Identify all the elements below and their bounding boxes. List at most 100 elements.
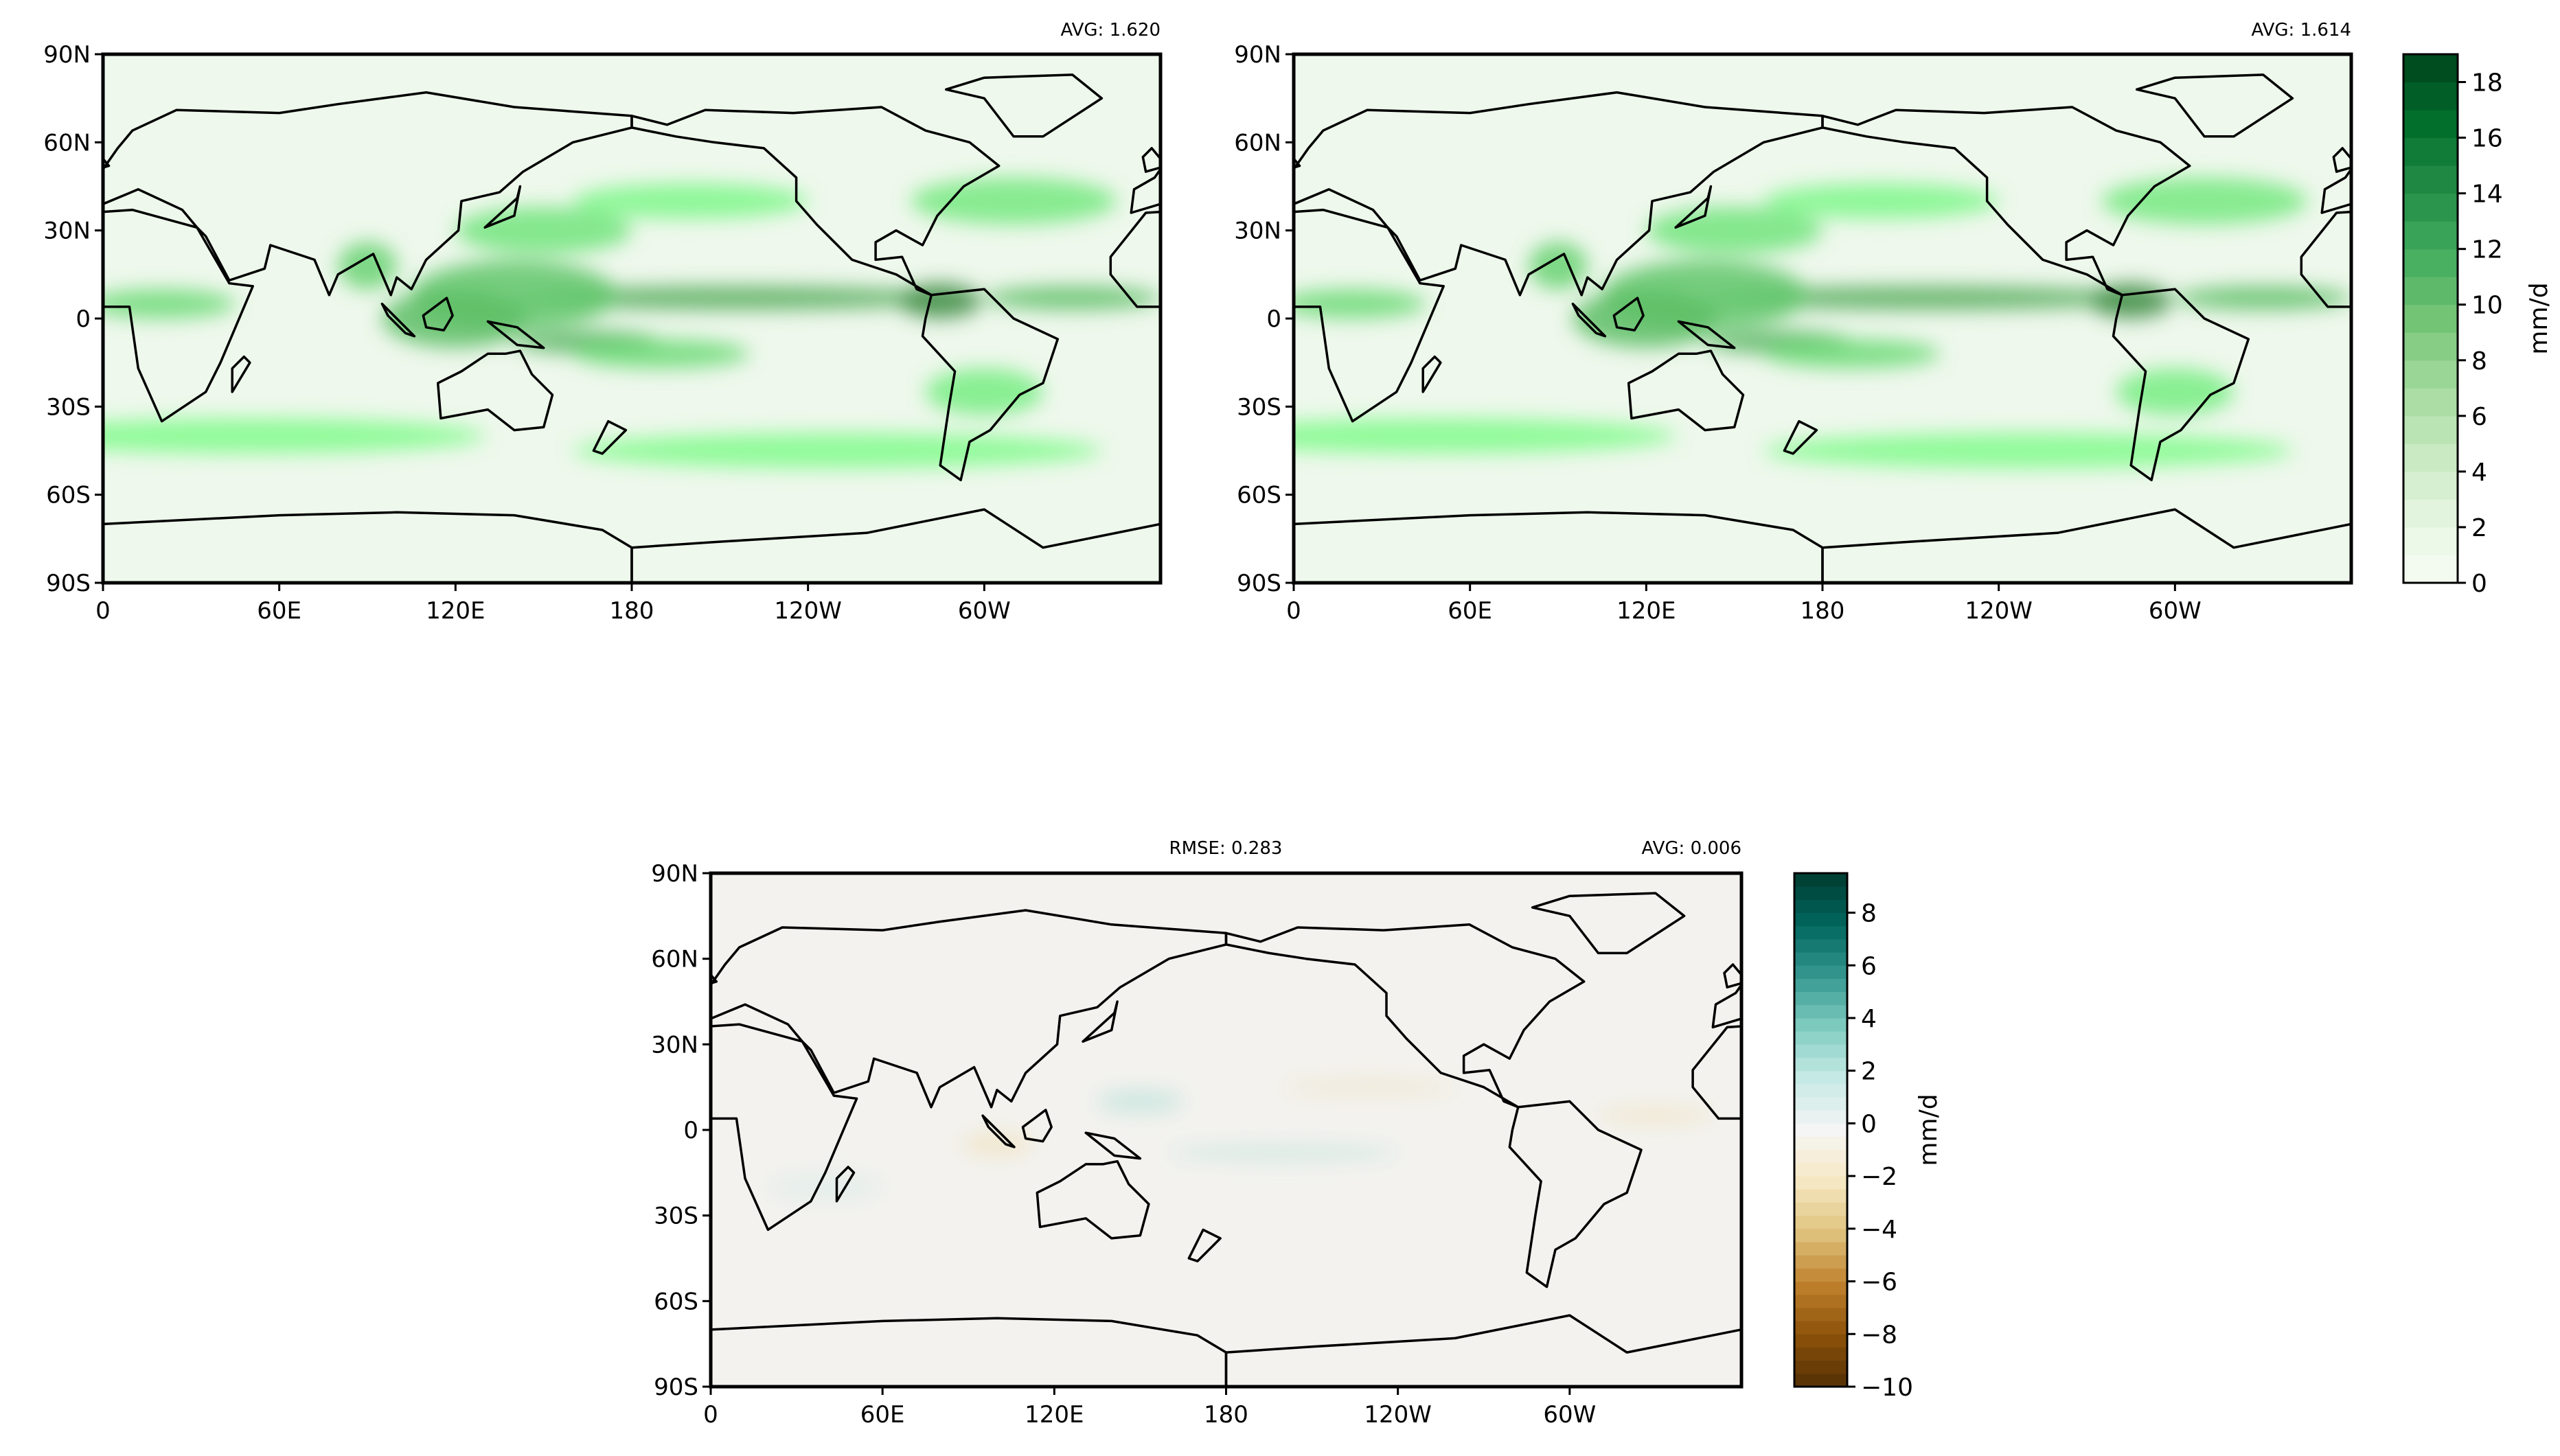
colorbar-segment xyxy=(1794,1334,1847,1348)
coastline xyxy=(2219,1229,2251,1261)
colorbar-segment xyxy=(2403,165,2458,194)
colorbar-segment xyxy=(2403,472,2458,500)
x-tick-label: 120E xyxy=(1025,1401,1084,1429)
x-tick-label: 120E xyxy=(1616,597,1676,625)
coastline xyxy=(2068,1162,2180,1238)
precip-band xyxy=(573,183,808,218)
colorbar-tick-label: −10 xyxy=(1861,1374,1913,1402)
precip-band xyxy=(573,433,1101,468)
colorbar-segment xyxy=(1794,1216,1847,1229)
colorbar-segment xyxy=(1794,1058,1847,1072)
colorbar-tick-label: 10 xyxy=(2471,292,2503,320)
colorbar-segment xyxy=(1794,1361,1847,1374)
precip-band xyxy=(2101,178,2307,224)
colorbar-segment xyxy=(1794,1031,1847,1045)
precip-band xyxy=(89,289,236,319)
coastline xyxy=(2054,1110,2083,1142)
y-tick-label: 0 xyxy=(1266,305,1281,333)
colorbar-segment xyxy=(1794,1189,1847,1203)
colorbar-segment xyxy=(1794,1255,1847,1269)
x-tick-label: 0 xyxy=(95,597,111,625)
x-tick-label: 120W xyxy=(1364,1401,1432,1429)
colorbar-segment xyxy=(2403,54,2458,82)
precip-band xyxy=(455,207,632,253)
colorbar-segment xyxy=(1794,1176,1847,1190)
colorbar-segment xyxy=(1794,1229,1847,1243)
colorbar-tick-label: −8 xyxy=(1861,1321,1897,1349)
colorbar-tick-label: 12 xyxy=(2471,236,2503,264)
y-tick-label: 30N xyxy=(43,218,91,245)
coastline xyxy=(196,925,553,1107)
colorbar-label: mm/d xyxy=(2525,282,2553,354)
precip-band xyxy=(911,178,1116,224)
colorbar-segment xyxy=(2403,277,2458,305)
precip-band xyxy=(984,286,1161,310)
colorbar-segment xyxy=(2403,388,2458,416)
colorbar-segment xyxy=(1794,1202,1847,1216)
y-tick-label: 90S xyxy=(46,570,91,597)
diff-anomaly xyxy=(1283,1078,1455,1096)
precip-band xyxy=(2090,284,2172,319)
colorbar-segment xyxy=(1794,1268,1847,1282)
x-tick-label: 60W xyxy=(2149,597,2202,625)
colorbar-segment xyxy=(1794,913,1847,927)
field-background xyxy=(103,54,1161,583)
colorbar-segment xyxy=(2403,360,2458,389)
precip-band xyxy=(15,418,485,453)
colorbar-segment xyxy=(2403,110,2458,138)
colorbar-segment xyxy=(1794,1044,1847,1058)
precip-band xyxy=(1573,289,1719,348)
colorbar-segment xyxy=(2403,82,2458,111)
precip-band xyxy=(1529,242,1588,289)
coastline xyxy=(502,893,654,953)
colorbar-segment xyxy=(1794,873,1847,887)
x-tick-label: 60E xyxy=(860,1401,905,1429)
x-tick-label: 0 xyxy=(1286,597,1301,625)
y-tick-label: 90N xyxy=(651,860,698,888)
colorbar-segment xyxy=(1794,1374,1847,1387)
x-tick-label: 180 xyxy=(1801,597,1845,625)
diff-anomaly xyxy=(1097,1090,1183,1113)
colorbar-segment xyxy=(1794,1137,1847,1151)
colorbar-tick-label: 0 xyxy=(1861,1110,1877,1138)
colorbar-tick-label: 2 xyxy=(1861,1058,1877,1086)
colorbar-segment xyxy=(2403,499,2458,527)
colorbar-segment xyxy=(1794,1163,1847,1177)
map-field xyxy=(196,873,2257,1387)
x-tick-label: 60W xyxy=(1543,1401,1596,1429)
coastline xyxy=(2013,1116,2045,1147)
precip-band xyxy=(382,289,529,348)
colorbar-tick-label: 6 xyxy=(1861,952,1877,980)
colorbar-tick-label: 8 xyxy=(2471,347,2487,375)
y-tick-label: 90S xyxy=(1237,570,1281,597)
y-tick-label: 90N xyxy=(43,41,91,69)
precip-band xyxy=(1206,418,1676,453)
y-tick-label: 60N xyxy=(1234,129,1281,157)
x-tick-label: 120E xyxy=(426,597,485,625)
colorbar-segment xyxy=(1794,939,1847,953)
precip-band xyxy=(573,339,749,369)
avg-annotation: AVG: 0.006 xyxy=(1641,838,1741,859)
colorbar-tick-label: −4 xyxy=(1861,1216,1897,1244)
colorbar-label: mm/d xyxy=(1915,1094,1943,1166)
colorbar-segment xyxy=(1794,1018,1847,1032)
x-tick-label: 60W xyxy=(958,597,1011,625)
x-tick-label: 120W xyxy=(774,597,842,625)
avg-annotation: AVG: 1.614 xyxy=(2251,20,2351,41)
precip-band xyxy=(1279,289,1426,319)
field-background xyxy=(711,873,1741,1387)
colorbar-tick-label: −6 xyxy=(1861,1269,1897,1297)
colorbar-segment xyxy=(1794,992,1847,1006)
colorbar-segment xyxy=(1794,1282,1847,1295)
precip-band xyxy=(2175,286,2351,310)
colorbar-segment xyxy=(1794,1295,1847,1308)
colorbar-segment xyxy=(1794,1242,1847,1256)
colorbar-segment xyxy=(1794,899,1847,913)
precip-band xyxy=(1763,339,1940,369)
diff-anomaly xyxy=(1169,1144,1398,1162)
y-tick-label: 0 xyxy=(683,1117,698,1144)
coastline xyxy=(0,75,44,137)
x-tick-label: 60E xyxy=(257,597,301,625)
